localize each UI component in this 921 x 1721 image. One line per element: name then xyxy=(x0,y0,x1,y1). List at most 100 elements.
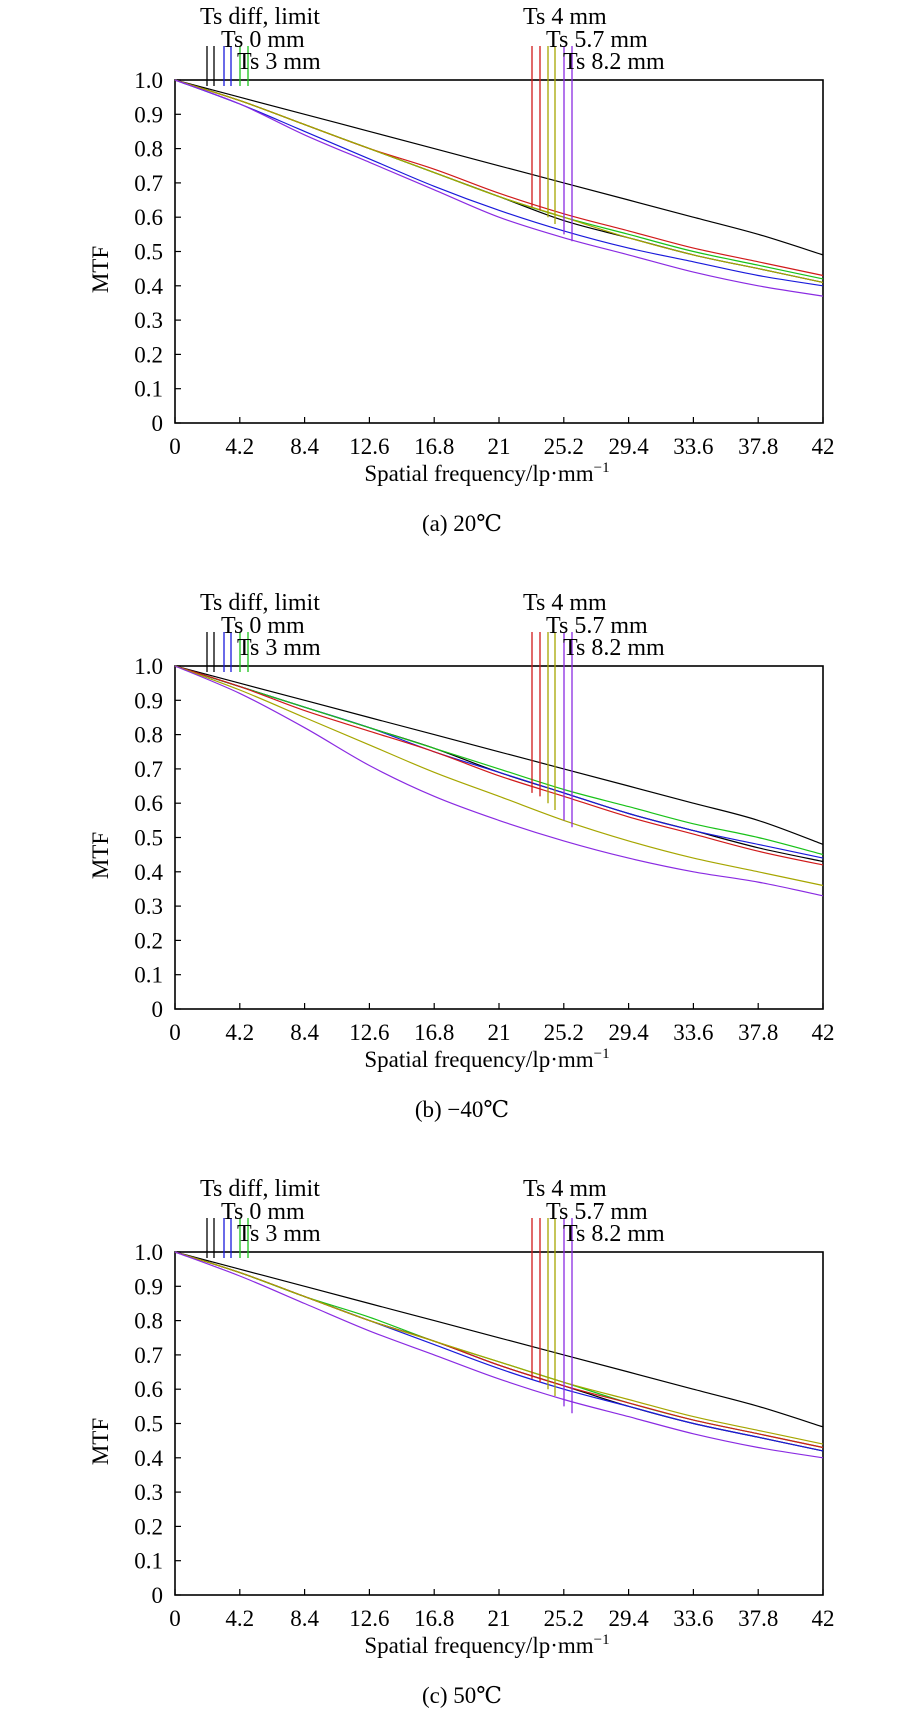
y-tick-label: 0.1 xyxy=(134,963,163,988)
y-tick-label: 0.9 xyxy=(134,1274,163,1299)
legend-label-right: Ts 8.2 mm xyxy=(563,1221,665,1247)
y-tick-label: 0 xyxy=(152,997,164,1022)
legend-label-left: Ts diff, limit xyxy=(200,1176,320,1202)
x-tick-label: 12.6 xyxy=(349,434,389,459)
y-tick-label: 0.1 xyxy=(134,377,163,402)
y-tick-label: 0.9 xyxy=(134,102,163,127)
x-tick-label: 29.4 xyxy=(608,1020,649,1045)
y-tick-label: 0.5 xyxy=(134,240,163,265)
x-tick-label: 16.8 xyxy=(414,1020,454,1045)
y-axis-title: MTF xyxy=(88,246,113,293)
x-tick-label: 8.4 xyxy=(290,1020,319,1045)
series-line-2 xyxy=(174,79,824,287)
legend-label-right: Ts 4 mm xyxy=(523,1176,607,1202)
legend-label-left: Ts 3 mm xyxy=(237,1221,321,1247)
y-tick-label: 0.3 xyxy=(134,1480,163,1505)
x-tick-label: 29.4 xyxy=(608,1606,649,1631)
y-tick-label: 1.0 xyxy=(134,68,163,93)
y-tick-label: 0.4 xyxy=(134,274,163,299)
x-axis-title-exponent: −1 xyxy=(594,1046,610,1062)
x-tick-label: 37.8 xyxy=(738,1606,778,1631)
x-tick-label: 12.6 xyxy=(349,1020,389,1045)
y-tick-label: 0.4 xyxy=(134,860,163,885)
y-tick-label: 0.5 xyxy=(134,826,163,851)
legend-label-left: Ts diff, limit xyxy=(200,590,320,616)
x-axis-title-exponent: −1 xyxy=(594,460,610,476)
x-tick-label: 37.8 xyxy=(738,434,778,459)
chart-panel-2: 0 0.1 0.2 0.3 0.4 0.5 0.6 0.7 0.8 0.9 1.0 0 4.2 8.4 12… xyxy=(88,590,835,1122)
x-tick-label: 0 xyxy=(169,1020,181,1045)
y-tick-label: 0.9 xyxy=(134,688,163,713)
series-line-5 xyxy=(174,79,824,283)
x-axis-title-main: Spatial frequency/lp·mm xyxy=(364,461,593,486)
series-line-5 xyxy=(174,665,824,887)
series-line-0 xyxy=(174,1251,824,1428)
y-tick-label: 0.2 xyxy=(134,1514,163,1539)
y-tick-label: 0.4 xyxy=(134,1446,163,1471)
x-tick-label: 25.2 xyxy=(544,1606,584,1631)
x-tick-label: 42 xyxy=(812,434,835,459)
x-axis-title-main: Spatial frequency/lp·mm xyxy=(364,1633,593,1658)
y-tick-label: 0.7 xyxy=(134,757,163,782)
y-tick-label: 0.8 xyxy=(134,1309,163,1334)
x-tick-label: 33.6 xyxy=(673,1606,713,1631)
chart-panel-3: 0 0.1 0.2 0.3 0.4 0.5 0.6 0.7 0.8 0.9 1.0 0 4.2 8.4 12… xyxy=(88,1176,835,1708)
y-tick-label: 0.3 xyxy=(134,308,163,333)
legend-label-right: Ts 5.7 mm xyxy=(546,27,648,53)
series-line-0 xyxy=(174,665,824,845)
x-axis-title: Spatial frequency/lp·mm−1 xyxy=(364,460,609,486)
x-tick-label: 33.6 xyxy=(673,434,713,459)
x-tick-label: 29.4 xyxy=(608,434,649,459)
x-tick-label: 37.8 xyxy=(738,1020,778,1045)
y-tick-label: 0.6 xyxy=(134,1377,163,1402)
x-tick-label: 16.8 xyxy=(414,434,454,459)
y-axis-title: MTF xyxy=(88,1418,113,1465)
x-tick-label: 8.4 xyxy=(290,1606,319,1631)
legend-label-left: Ts 0 mm xyxy=(221,613,305,639)
y-tick-label: 0.8 xyxy=(134,723,163,748)
y-tick-label: 0.5 xyxy=(134,1412,163,1437)
plot-frame xyxy=(174,79,824,424)
legend-label-right: Ts 8.2 mm xyxy=(563,49,665,75)
x-axis-title-main: Spatial frequency/lp·mm xyxy=(364,1047,593,1072)
series-line-4 xyxy=(174,79,824,277)
legend-label-left: Ts diff, limit xyxy=(200,4,320,30)
panel-caption: (a) 20℃ xyxy=(422,511,502,536)
chart-panel-1: 0 0.1 0.2 0.3 0.4 0.5 0.6 0.7 0.8 0.9 1.0 0 4.2 8.4 12… xyxy=(88,4,835,536)
legend-label-left: Ts 3 mm xyxy=(237,635,321,661)
x-tick-label: 8.4 xyxy=(290,434,319,459)
y-tick-label: 0.1 xyxy=(134,1549,163,1574)
series-line-3 xyxy=(174,1251,824,1449)
x-tick-label: 42 xyxy=(812,1020,835,1045)
series-line-6 xyxy=(174,79,824,297)
y-tick-label: 0 xyxy=(152,411,164,436)
series-line-1 xyxy=(174,1251,824,1452)
x-tick-label: 4.2 xyxy=(225,434,254,459)
panel-caption: (b) −40℃ xyxy=(415,1097,509,1122)
legend-label-right: Ts 4 mm xyxy=(523,590,607,616)
series-line-0 xyxy=(174,79,824,256)
x-tick-label: 25.2 xyxy=(544,434,584,459)
y-tick-label: 0.2 xyxy=(134,342,163,367)
x-tick-label: 4.2 xyxy=(225,1020,254,1045)
series-line-2 xyxy=(174,665,824,859)
x-tick-label: 21 xyxy=(488,434,511,459)
x-axis-title-exponent: −1 xyxy=(594,1632,610,1648)
series-line-6 xyxy=(174,1251,824,1459)
series-line-6 xyxy=(174,665,824,897)
y-tick-label: 1.0 xyxy=(134,1240,163,1265)
y-tick-label: 0.6 xyxy=(134,791,163,816)
y-tick-label: 0.3 xyxy=(134,894,163,919)
x-tick-label: 21 xyxy=(488,1020,511,1045)
series-line-3 xyxy=(174,665,824,856)
x-tick-label: 21 xyxy=(488,1606,511,1631)
x-axis-title: Spatial frequency/lp·mm−1 xyxy=(364,1632,609,1658)
y-tick-label: 0.6 xyxy=(134,205,163,230)
legend-label-right: Ts 5.7 mm xyxy=(546,1199,648,1225)
series-line-1 xyxy=(174,79,824,283)
y-tick-label: 0.7 xyxy=(134,1343,163,1368)
series-line-5 xyxy=(174,1251,824,1445)
panel-caption: (c) 50℃ xyxy=(422,1683,502,1708)
y-axis-title: MTF xyxy=(88,832,113,879)
y-tick-label: 0.7 xyxy=(134,171,163,196)
